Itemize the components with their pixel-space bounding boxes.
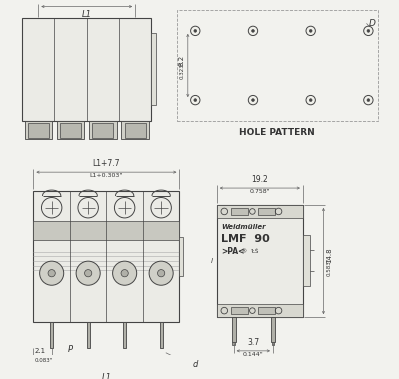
Bar bbox=[60, 122, 81, 138]
Bar bbox=[258, 307, 275, 314]
Circle shape bbox=[367, 99, 370, 102]
Circle shape bbox=[252, 30, 255, 32]
Text: 19.2: 19.2 bbox=[251, 175, 268, 184]
Text: 0.083": 0.083" bbox=[34, 358, 53, 363]
Circle shape bbox=[364, 26, 373, 36]
Circle shape bbox=[149, 261, 173, 285]
Text: 3.7: 3.7 bbox=[247, 338, 259, 347]
Bar bbox=[232, 341, 235, 345]
Circle shape bbox=[191, 26, 200, 36]
Bar bbox=[124, 122, 146, 138]
Bar bbox=[89, 121, 117, 139]
Bar bbox=[50, 322, 53, 348]
Circle shape bbox=[367, 30, 370, 32]
Bar bbox=[154, 266, 168, 280]
Bar bbox=[232, 317, 235, 341]
Bar bbox=[121, 121, 149, 139]
Text: L1+0.303": L1+0.303" bbox=[90, 173, 123, 178]
Text: D: D bbox=[368, 19, 375, 28]
Bar bbox=[87, 322, 89, 348]
Circle shape bbox=[306, 96, 315, 105]
Bar bbox=[160, 322, 162, 348]
Bar bbox=[231, 208, 248, 215]
Text: 2.1: 2.1 bbox=[34, 348, 45, 354]
Bar bbox=[258, 208, 275, 215]
Circle shape bbox=[309, 99, 312, 102]
Circle shape bbox=[40, 261, 64, 285]
Circle shape bbox=[85, 269, 92, 277]
Circle shape bbox=[306, 26, 315, 36]
Text: 0.144": 0.144" bbox=[243, 352, 264, 357]
Text: L1: L1 bbox=[82, 10, 92, 19]
Circle shape bbox=[158, 269, 165, 277]
Bar bbox=[57, 121, 84, 139]
Bar bbox=[151, 33, 156, 105]
Bar bbox=[180, 237, 183, 276]
Bar bbox=[303, 235, 310, 286]
Circle shape bbox=[121, 269, 128, 277]
Text: 0.758": 0.758" bbox=[249, 189, 270, 194]
Circle shape bbox=[248, 26, 258, 36]
Circle shape bbox=[194, 30, 197, 32]
Bar bbox=[93, 122, 113, 138]
Bar bbox=[217, 304, 303, 317]
Text: l: l bbox=[211, 258, 213, 264]
Text: 0.323": 0.323" bbox=[180, 61, 185, 79]
Bar bbox=[231, 307, 248, 314]
Text: L1: L1 bbox=[101, 373, 111, 379]
Text: 0.583": 0.583" bbox=[326, 257, 331, 276]
Text: LMF  90: LMF 90 bbox=[221, 233, 270, 244]
Text: L1+7.7: L1+7.7 bbox=[93, 160, 120, 168]
Bar bbox=[28, 122, 49, 138]
Text: Weidmüller: Weidmüller bbox=[221, 224, 266, 230]
Bar bbox=[272, 341, 275, 345]
Text: 14.8: 14.8 bbox=[326, 247, 332, 263]
Bar bbox=[81, 266, 95, 280]
Bar bbox=[217, 205, 303, 218]
Text: d: d bbox=[192, 360, 198, 370]
Bar bbox=[22, 18, 151, 121]
Circle shape bbox=[76, 261, 100, 285]
Circle shape bbox=[248, 96, 258, 105]
Bar bbox=[34, 221, 180, 240]
Bar bbox=[271, 317, 275, 341]
Text: ’ŁŠ: ’ŁŠ bbox=[250, 249, 259, 254]
Text: ®: ® bbox=[240, 249, 246, 254]
Text: 8.2: 8.2 bbox=[179, 55, 185, 66]
Circle shape bbox=[113, 261, 137, 285]
Bar bbox=[25, 121, 52, 139]
Bar bbox=[123, 322, 126, 348]
Bar bbox=[34, 191, 180, 322]
Text: P: P bbox=[67, 345, 72, 354]
Bar bbox=[177, 10, 378, 121]
Circle shape bbox=[48, 269, 55, 277]
Bar bbox=[117, 266, 132, 280]
Circle shape bbox=[364, 96, 373, 105]
Circle shape bbox=[309, 30, 312, 32]
Bar bbox=[44, 266, 59, 280]
Bar bbox=[217, 205, 303, 317]
Circle shape bbox=[252, 99, 255, 102]
Circle shape bbox=[191, 96, 200, 105]
Circle shape bbox=[194, 99, 197, 102]
Text: HOLE PATTERN: HOLE PATTERN bbox=[239, 128, 315, 137]
Text: >PA<: >PA< bbox=[221, 247, 245, 256]
